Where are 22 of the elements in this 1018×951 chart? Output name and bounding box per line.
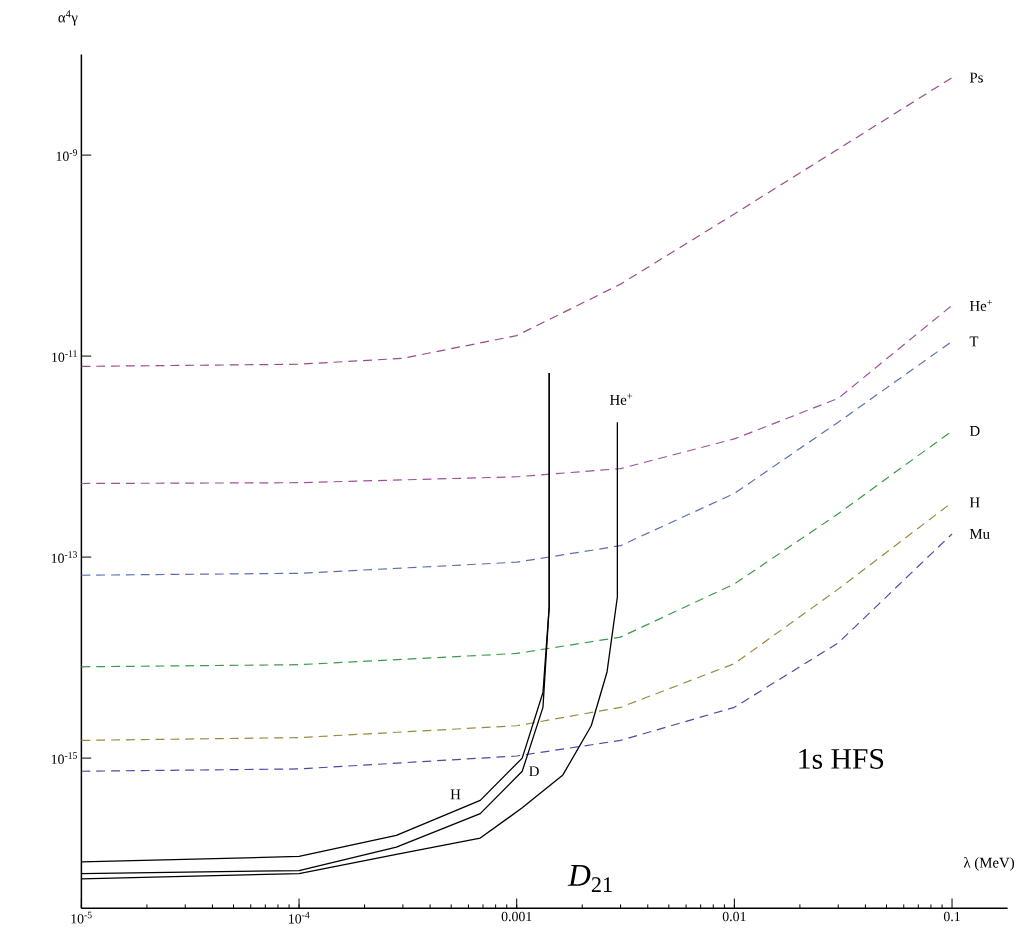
series-label: He$^{+}$ bbox=[609, 393, 633, 405]
series-label: D bbox=[969, 426, 980, 436]
series-label: Ps bbox=[969, 72, 983, 83]
y-tick-label: 10$^{-13}$ bbox=[51, 551, 78, 563]
x-tick-label: 10$^{-4}$ bbox=[289, 911, 310, 924]
x-axis-title: λ (MeV) bbox=[963, 857, 1015, 871]
x-tick-label: 0.001 bbox=[501, 911, 532, 922]
series-label: H bbox=[969, 497, 980, 508]
y-tick-label: 10$^{-9}$ bbox=[56, 149, 78, 161]
y-tick-label: 10$^{-15}$ bbox=[51, 752, 78, 764]
annotation: D$_{21}$ bbox=[567, 864, 612, 892]
y-axis-title: α$^{4}$γ bbox=[58, 10, 78, 26]
annotation: 1s HFS bbox=[799, 748, 884, 769]
series-label: H bbox=[450, 789, 461, 800]
series-label: He$^{+}$ bbox=[969, 299, 993, 311]
series-label: Mu bbox=[969, 529, 990, 539]
x-tick-label: 0.1 bbox=[943, 911, 960, 922]
series-label: T bbox=[969, 336, 979, 347]
x-tick-label: 0.01 bbox=[722, 911, 746, 922]
x-tick-label: 10$^{-5}$ bbox=[71, 911, 92, 924]
y-tick-label: 10$^{-11}$ bbox=[52, 350, 77, 362]
series-label: D bbox=[529, 766, 539, 777]
